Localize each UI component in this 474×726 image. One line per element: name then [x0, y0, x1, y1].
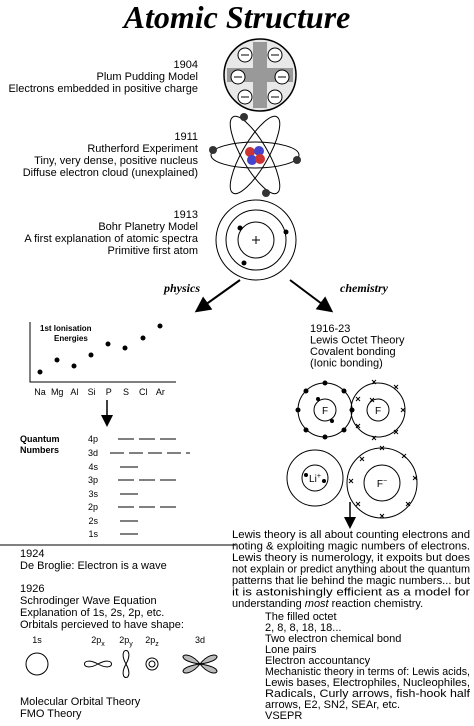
- chart-title: Energies: [54, 334, 88, 343]
- atom-symbol: F: [377, 479, 383, 490]
- branch-label: physics: [163, 281, 200, 295]
- theory: FMO Theory: [20, 708, 82, 720]
- physics-line: Explanation of 1s, 2s, 2p, etc.: [20, 607, 164, 619]
- element-label: Si: [88, 387, 96, 397]
- orbital-name: 3d: [195, 635, 205, 645]
- atom-symbol: F: [322, 406, 328, 417]
- atom-label: Li+: [309, 473, 321, 485]
- model-line: Plum Pudding Model: [96, 71, 198, 83]
- atom-label: F: [375, 406, 381, 417]
- list-item: Radicals, Curly arrows, fish-hook half: [265, 688, 471, 700]
- list-item: VSEPR: [265, 710, 302, 722]
- paragraph-line: Lewis theory is numerology, it expoits b…: [232, 552, 471, 564]
- list-item: 2, 8, 8, 18, 18...: [265, 622, 341, 634]
- orbital-label: 3d: [195, 635, 205, 645]
- list-item: arrows, E2, SN2, SEAr, etc.: [265, 699, 400, 711]
- physics-line: Schrodinger Wave Equation: [20, 595, 157, 607]
- orbital-name: 2p: [91, 635, 101, 645]
- physics-line: Orbitals percieved to have shape:: [20, 619, 184, 631]
- atom-charge: −: [383, 478, 387, 485]
- physics-line: 1926: [20, 583, 44, 595]
- model-line: Tiny, very dense, positive nucleus: [34, 155, 198, 167]
- theory: Molecular Orbital Theory: [20, 696, 141, 708]
- orbital-name: 1s: [32, 635, 42, 645]
- list-item: Lewis bases, Electrophiles, Nucleophiles…: [265, 677, 470, 689]
- orbital-label: 2px: [91, 635, 105, 648]
- chart-title: 1st Ionisation: [40, 324, 92, 333]
- atom-label: F: [322, 406, 328, 417]
- atom-label: F−: [377, 478, 387, 490]
- text: reaction chemistry.: [329, 598, 424, 610]
- title: Atomic Structure: [122, 0, 351, 35]
- element-label: Al: [70, 387, 78, 397]
- model-line: Primitive first atom: [108, 245, 198, 257]
- orbital-name: 2p: [119, 635, 129, 645]
- element-label: S: [123, 387, 129, 397]
- paragraph-line: not explain or predict anything about th…: [232, 564, 470, 576]
- level-label: 4s: [88, 462, 98, 472]
- level-label: 4p: [88, 434, 98, 444]
- orbital-sub: x: [101, 641, 105, 648]
- paragraph-line: patterns that lie behind the magic numbe…: [232, 575, 470, 587]
- orbital-sub: y: [129, 641, 133, 648]
- list-item: Lone pairs: [265, 644, 317, 656]
- atom-symbol: Li: [309, 474, 317, 485]
- text: understanding: [232, 598, 305, 610]
- list-item: The filled octet: [265, 611, 337, 623]
- branch-label: chemistry: [340, 281, 389, 295]
- orbital-label: 2py: [119, 635, 133, 648]
- model-line: Diffuse electron cloud (unexplained): [23, 167, 198, 179]
- model-line: Rutherford Experiment: [87, 143, 198, 155]
- model-line: Electrons embedded in positive charge: [8, 83, 198, 95]
- level-label: 1s: [88, 529, 98, 539]
- atom-symbol: F: [375, 406, 381, 417]
- paragraph-line: noting & exploiting magic numbers of ele…: [232, 541, 470, 553]
- orbital-sub: z: [155, 641, 159, 648]
- level-label: 2s: [88, 516, 98, 526]
- element-label: Cl: [139, 387, 148, 397]
- list-item: Mechanistic theory in terms of: Lewis ac…: [265, 666, 470, 678]
- level-label: 2p: [88, 502, 98, 512]
- paragraph-line: Lewis theory is all about counting elect…: [232, 529, 470, 541]
- chem-line: 1916-23: [310, 323, 350, 335]
- emphasis: most: [305, 598, 330, 610]
- list-item: Two electron chemical bond: [265, 633, 401, 645]
- element-label: P: [106, 387, 112, 397]
- orbital-name: 2p: [145, 635, 155, 645]
- level-label: 3p: [88, 475, 98, 485]
- orbital-label: 1s: [32, 635, 42, 645]
- model-year: 1904: [174, 59, 198, 71]
- level-label: 3s: [88, 489, 98, 499]
- level-label: 3d: [88, 448, 98, 458]
- model-line: A first explanation of atomic spectra: [24, 233, 199, 245]
- model-year: 1911: [174, 131, 198, 143]
- orbital-label: 2pz: [145, 635, 159, 648]
- quantum-label: Quantum: [20, 434, 60, 444]
- paragraph-line: it is astonishingly efficient as a model…: [232, 587, 470, 599]
- list-item: Electron accountancy: [265, 655, 371, 667]
- element-label: Ar: [156, 387, 165, 397]
- model-line: Bohr Planetry Model: [98, 221, 198, 233]
- physics-line: De Broglie: Electron is a wave: [20, 560, 167, 572]
- chem-line: Lewis Octet Theory: [310, 335, 405, 347]
- model-year: 1913: [174, 209, 198, 221]
- illustrations: [0, 38, 418, 678]
- quantum-label: Numbers: [20, 445, 59, 455]
- element-label: Mg: [51, 387, 64, 397]
- paragraph-line: understanding most reaction chemistry.: [232, 598, 423, 610]
- chem-line: (Ionic bonding): [310, 358, 383, 370]
- element-label: Na: [34, 387, 46, 397]
- chem-line: Covalent bonding: [310, 346, 396, 358]
- atom-charge: +: [317, 473, 321, 480]
- physics-line: 1924: [20, 548, 44, 560]
